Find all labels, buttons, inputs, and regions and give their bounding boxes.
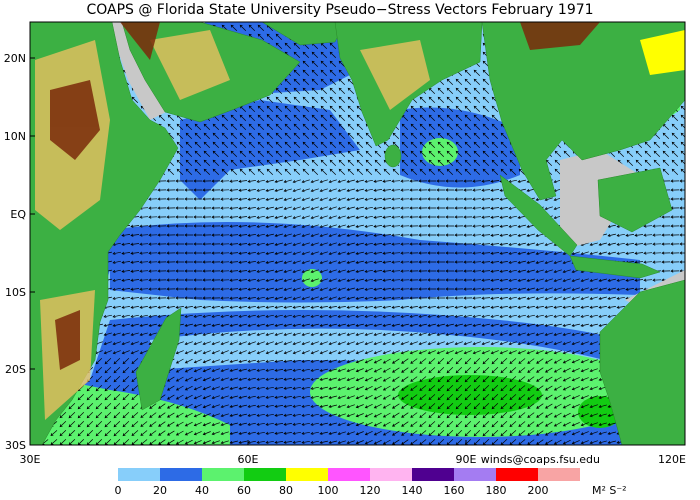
lat-label: 20N: [4, 52, 26, 65]
colorbar-swatch: [286, 468, 328, 481]
colorbar-label: 180: [486, 484, 507, 497]
colorbar-swatch: [538, 468, 580, 481]
lat-label: EQ: [10, 208, 26, 221]
high-stress-patch: [640, 30, 685, 75]
colorbar-label: 100: [318, 484, 339, 497]
lon-label: 30E: [20, 453, 41, 466]
colorbar-label: 0: [115, 484, 122, 497]
colorbar-label: 80: [279, 484, 293, 497]
lon-label: 60E: [238, 453, 259, 466]
contour-40-60: [40, 380, 230, 445]
colorbar: 0 20 40 60 80 100 120 140 160 180 200: [115, 468, 580, 497]
colorbar-label: 20: [153, 484, 167, 497]
map-title: COAPS @ Florida State University Pseudo−…: [86, 2, 593, 18]
map-frame: [29, 21, 686, 446]
lat-label: 10N: [4, 130, 26, 143]
legend-unit: M² S⁻²: [592, 484, 627, 497]
mountain: [50, 22, 600, 370]
colorbar-swatch: [496, 468, 538, 481]
contour-20-40: [400, 107, 520, 188]
colorbar-swatch: [202, 468, 244, 481]
colorbar-label: 40: [195, 484, 209, 497]
colorbar-swatch: [160, 468, 202, 481]
colorbar-swatch: [412, 468, 454, 481]
colorbar-swatch: [370, 468, 412, 481]
colorbar-swatch: [454, 468, 496, 481]
colorbar-swatch: [118, 468, 160, 481]
colorbar-swatch: [244, 468, 286, 481]
lon-label: 90E: [456, 453, 477, 466]
colorbar-swatch: [328, 468, 370, 481]
colorbar-label: 160: [444, 484, 465, 497]
colorbar-label: 200: [528, 484, 549, 497]
credit: winds@coaps.fsu.edu: [481, 453, 600, 466]
colorbar-label: 140: [402, 484, 423, 497]
lat-label: 20S: [5, 363, 26, 376]
lat-label: 30S: [5, 439, 26, 452]
contour-40-60: [302, 269, 322, 287]
lat-label: 10S: [5, 286, 26, 299]
lon-label: 120E: [658, 453, 686, 466]
contour-20-40: [180, 100, 360, 200]
colorbar-label: 60: [237, 484, 251, 497]
land: [30, 22, 685, 445]
colorbar-label: 120: [360, 484, 381, 497]
